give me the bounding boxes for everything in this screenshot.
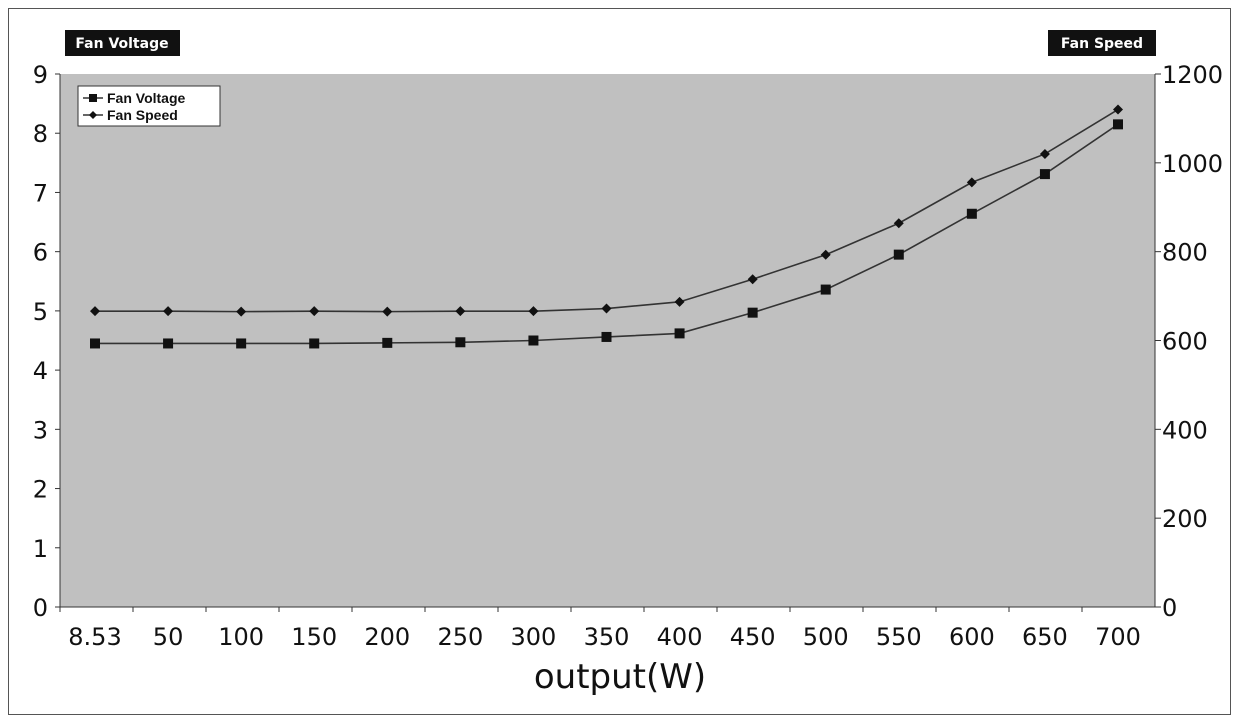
right-axis-title-box xyxy=(1048,30,1156,56)
fan-speed-point xyxy=(90,306,100,317)
fan-voltage-point xyxy=(1039,169,1050,180)
fan-speed-point xyxy=(528,306,539,317)
fan-voltage-point xyxy=(455,337,466,348)
fan-speed-point xyxy=(747,274,758,285)
right-y-tick-label: 1200 xyxy=(1162,61,1223,89)
fan-voltage-point xyxy=(90,338,100,349)
x-tick-label: 550 xyxy=(876,623,922,651)
fan-speed-point xyxy=(893,218,904,229)
fan-voltage-point xyxy=(1113,119,1123,130)
left-y-ticks: 0 1 2 3 4 5 6 7 8 9 xyxy=(33,61,60,622)
x-tick-label: 500 xyxy=(803,623,849,651)
right-y-tick-label: 800 xyxy=(1162,239,1208,267)
right-y-tick-label: 0 xyxy=(1162,594,1177,622)
fan-voltage-point xyxy=(309,338,320,349)
legend-voltage-marker xyxy=(89,94,97,102)
legend-box xyxy=(77,85,221,127)
x-tick-label: 200 xyxy=(364,623,410,651)
left-y-tick-label: 3 xyxy=(33,416,48,444)
fan-voltage-point xyxy=(382,337,393,348)
fan-voltage-point xyxy=(674,328,685,339)
fan-speed-point xyxy=(1113,104,1123,115)
fan-speed-point xyxy=(674,296,685,307)
legend: Fan Voltage Fan Speed xyxy=(77,85,221,127)
chart-frame xyxy=(8,8,1231,715)
left-y-tick-label: 8 xyxy=(33,120,48,148)
left-y-tick-label: 9 xyxy=(33,61,48,89)
fan-speed-point xyxy=(1039,148,1050,159)
fan-speed-point xyxy=(455,306,466,317)
x-tick-label: 350 xyxy=(584,623,630,651)
left-y-tick-label: 7 xyxy=(33,179,48,207)
right-y-tick-label: 600 xyxy=(1162,328,1208,356)
fan-speed-point xyxy=(966,177,977,188)
left-y-tick-label: 1 xyxy=(33,535,48,563)
legend-speed-label: Fan Speed xyxy=(107,107,178,123)
x-tick-label: 650 xyxy=(1022,623,1068,651)
left-axis-title: Fan Voltage xyxy=(75,36,168,52)
fan-voltage-point xyxy=(747,307,758,318)
fan-speed-point xyxy=(309,306,320,317)
left-y-tick-label: 2 xyxy=(33,476,48,504)
right-y-tick-label: 200 xyxy=(1162,505,1208,533)
x-tick-label: 300 xyxy=(511,623,557,651)
x-tick-label: 150 xyxy=(291,623,337,651)
left-y-tick-label: 5 xyxy=(33,298,48,326)
x-tick-label: 100 xyxy=(218,623,264,651)
fan-speed-point xyxy=(236,306,247,317)
left-axis-title-box xyxy=(65,30,180,56)
fan-speed-point xyxy=(382,306,393,317)
x-tick-label: 700 xyxy=(1095,623,1141,651)
fan-voltage-point xyxy=(163,338,174,349)
fan-voltage-point xyxy=(893,249,904,260)
right-axis-title: Fan Speed xyxy=(1061,36,1143,52)
right-y-ticks: 0 200 400 600 800 1000 1200 xyxy=(1155,61,1223,622)
fan-voltage-point xyxy=(601,331,612,342)
x-tick-label: 250 xyxy=(437,623,483,651)
fan-voltage-point xyxy=(820,284,831,295)
x-tick-label: 600 xyxy=(949,623,995,651)
fan-voltage-point xyxy=(528,335,539,346)
legend-voltage-label: Fan Voltage xyxy=(107,90,186,106)
x-tick-label: 50 xyxy=(153,623,184,651)
x-tick-label: 8.53 xyxy=(68,623,121,651)
fan-speed-point xyxy=(163,306,174,317)
right-y-tick-label: 1000 xyxy=(1162,150,1223,178)
x-tick-label: 450 xyxy=(730,623,776,651)
x-axis-title: output(W) xyxy=(534,657,706,697)
fan-speed-point xyxy=(601,303,612,314)
fan-voltage-point xyxy=(966,208,977,219)
fan-voltage-point xyxy=(236,338,247,349)
fan-speed-point xyxy=(820,249,831,260)
left-y-tick-label: 0 xyxy=(33,594,48,622)
series-layer xyxy=(90,104,1123,349)
right-y-tick-label: 400 xyxy=(1162,416,1208,444)
left-y-tick-label: 6 xyxy=(33,239,48,267)
x-tick-label: 400 xyxy=(657,623,703,651)
x-ticks: 8.53 50 100 150 200 250 300 350 400 450 500 550 600 6… xyxy=(59,607,1141,651)
left-y-tick-label: 4 xyxy=(33,357,48,385)
legend-speed-marker xyxy=(89,111,97,119)
